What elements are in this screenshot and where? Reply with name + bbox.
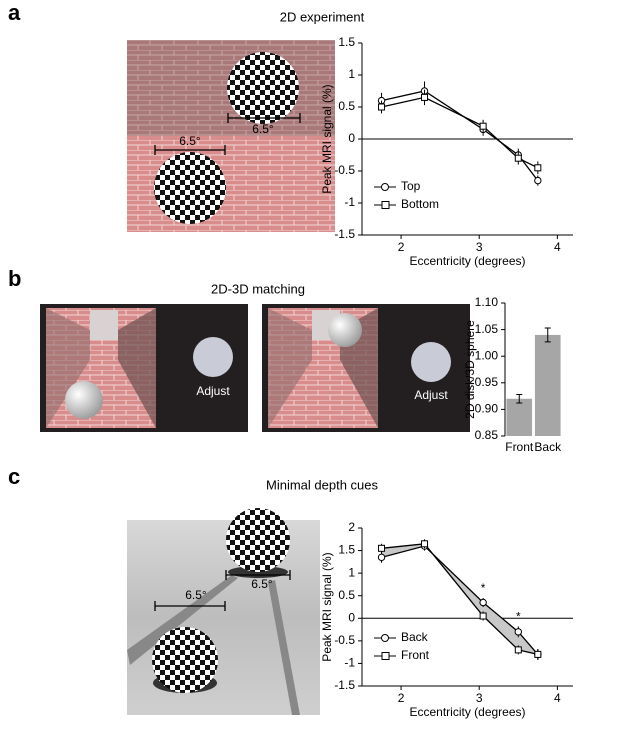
panel-title: Minimal depth cues xyxy=(266,477,378,492)
y-tick-label: 0 xyxy=(348,610,355,624)
legend-marker xyxy=(381,634,389,642)
marker xyxy=(514,154,522,162)
legend-marker xyxy=(381,183,389,191)
series-line xyxy=(381,96,539,169)
legend-marker xyxy=(381,201,390,209)
stimulus-image xyxy=(127,40,335,232)
panel-title: 2D-3D matching xyxy=(211,281,305,296)
marker xyxy=(534,650,542,658)
y-axis-label: Peak MRI signal (%) xyxy=(320,552,334,661)
panel-label: b xyxy=(8,266,21,291)
panel-label: a xyxy=(8,0,21,25)
y-tick-label: 0.95 xyxy=(475,375,499,389)
x-axis-label: Eccentricity (degrees) xyxy=(409,254,525,268)
marker xyxy=(479,122,487,130)
y-tick-label: 1.05 xyxy=(475,322,499,336)
image-label: 6.5° xyxy=(179,134,201,148)
y-tick-label: -0.5 xyxy=(334,163,355,177)
y-tick-label: -1.5 xyxy=(334,227,355,241)
x-tick-label: 3 xyxy=(476,240,483,254)
x-tick-label: Front xyxy=(505,440,534,454)
y-tick-label: 2 xyxy=(348,520,355,534)
y-tick-label: 0 xyxy=(348,131,355,145)
image-label: Adjust xyxy=(196,384,230,398)
image-label: Adjust xyxy=(414,388,448,402)
bar xyxy=(534,334,561,436)
error-bar xyxy=(516,394,523,404)
difference-area xyxy=(381,543,538,655)
marker xyxy=(421,93,429,101)
image-label: 6.5° xyxy=(251,577,273,591)
stimulus-image xyxy=(127,508,320,715)
marker xyxy=(421,540,429,548)
y-tick-label: 1.10 xyxy=(475,295,499,309)
y-tick-label: 0.85 xyxy=(475,428,499,442)
marker xyxy=(514,628,522,636)
x-tick-label: 4 xyxy=(554,240,561,254)
x-tick-label: 2 xyxy=(398,240,405,254)
x-tick-label: 2 xyxy=(398,691,405,705)
y-tick-label: -1.5 xyxy=(334,678,355,692)
error-bar xyxy=(544,327,551,343)
y-tick-label: 0.5 xyxy=(338,99,355,113)
y-tick-label: -1 xyxy=(344,195,355,209)
marker xyxy=(378,544,386,552)
image-label: 6.5° xyxy=(185,588,207,602)
y-tick-label: 1.00 xyxy=(475,348,499,362)
y-tick-label: 1.5 xyxy=(338,35,355,49)
stimulus-image xyxy=(40,304,470,432)
legend-marker xyxy=(381,652,390,660)
marker xyxy=(514,646,522,654)
x-tick-label: 4 xyxy=(554,691,561,705)
image-label: 6.5° xyxy=(252,122,274,136)
legend-label: Bottom xyxy=(401,197,439,211)
y-tick-label: 0.90 xyxy=(475,402,499,416)
significance-mark: * xyxy=(481,581,486,595)
marker xyxy=(534,176,542,185)
series-line xyxy=(381,90,539,181)
marker xyxy=(378,103,386,111)
x-axis-label: Eccentricity (degrees) xyxy=(409,705,525,719)
y-tick-label: 1.5 xyxy=(338,543,355,557)
bar xyxy=(506,398,533,436)
panel-title: 2D experiment xyxy=(280,9,365,24)
significance-mark: * xyxy=(516,610,521,624)
y-axis-label: Peak MRI signal (%) xyxy=(320,84,334,193)
marker xyxy=(377,553,386,562)
legend-label: Front xyxy=(401,648,430,662)
y-tick-label: -1 xyxy=(344,656,355,670)
marker xyxy=(534,164,542,172)
legend-label: Top xyxy=(401,179,421,193)
y-axis-label: 2D disk/3D sphere xyxy=(463,320,477,419)
x-tick-label: 3 xyxy=(476,691,483,705)
y-tick-label: 1 xyxy=(348,67,355,81)
y-tick-label: 1 xyxy=(348,565,355,579)
marker xyxy=(479,598,487,607)
x-tick-label: Back xyxy=(534,440,562,454)
marker xyxy=(479,612,487,620)
y-tick-label: 0.5 xyxy=(338,588,355,602)
panel-label: c xyxy=(8,464,20,489)
y-tick-label: -0.5 xyxy=(334,633,355,647)
legend-label: Back xyxy=(401,630,429,644)
